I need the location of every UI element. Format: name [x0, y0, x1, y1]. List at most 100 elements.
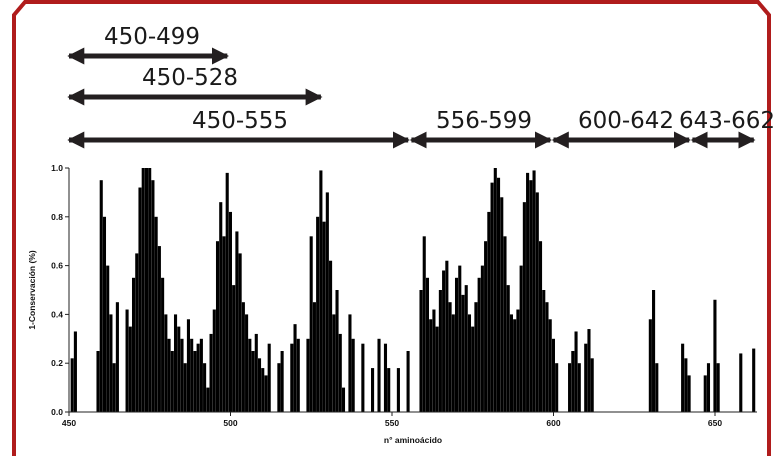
bar [348, 314, 352, 412]
bar [681, 343, 685, 412]
bar [164, 314, 168, 412]
y-axis-title: 1-Conservación (%) [27, 250, 37, 330]
bar [144, 168, 149, 412]
bar [254, 333, 258, 412]
bar [332, 314, 336, 412]
bar [432, 309, 436, 412]
bar [435, 326, 439, 412]
bar [739, 353, 743, 412]
bar [442, 270, 446, 412]
bar [248, 338, 252, 412]
y-tick-label: 0.4 [51, 309, 63, 319]
bar [419, 290, 423, 412]
bar [429, 319, 433, 412]
bar [471, 326, 475, 412]
bar [196, 343, 200, 412]
bar [309, 236, 313, 412]
bar [584, 343, 588, 412]
bar [577, 363, 581, 412]
bar [238, 253, 242, 412]
bar [387, 368, 391, 412]
bar [522, 202, 526, 412]
bar [183, 363, 187, 412]
bar [574, 331, 578, 412]
x-tick-label: 600 [546, 418, 560, 428]
bar [542, 290, 546, 412]
bar [341, 387, 346, 412]
bar [206, 387, 210, 412]
bar [548, 319, 552, 412]
bar [219, 202, 223, 412]
bar [251, 351, 255, 412]
bar [590, 358, 594, 412]
bar [684, 358, 688, 412]
bar [655, 363, 659, 412]
bar [177, 326, 181, 412]
bar [325, 192, 329, 412]
bar [484, 241, 488, 412]
bar [503, 236, 507, 412]
range-label: 556-599 [436, 108, 532, 134]
x-axis-title: n° aminoácido [384, 435, 442, 445]
bar [209, 333, 213, 412]
bar [535, 192, 539, 412]
bar [545, 302, 549, 412]
bar [377, 338, 381, 412]
bar [180, 338, 184, 412]
bar [361, 343, 365, 412]
x-tick-label: 450 [62, 418, 76, 428]
bar [687, 375, 691, 412]
bar [513, 319, 517, 412]
bar [135, 253, 139, 412]
bar [371, 368, 375, 412]
bar [322, 221, 326, 412]
bar [154, 216, 158, 412]
bar [706, 363, 711, 412]
bar [241, 302, 245, 412]
bar [199, 338, 203, 412]
bar [538, 241, 543, 412]
bar [493, 168, 497, 412]
bar [506, 285, 510, 412]
bar [193, 351, 197, 412]
bar [261, 368, 265, 412]
bar [383, 343, 388, 412]
x-ticks: 450 500 550 600 650 [62, 412, 722, 428]
bar [148, 168, 152, 412]
bar [587, 329, 591, 412]
bar [532, 170, 536, 412]
bar [652, 290, 656, 412]
bar [157, 246, 161, 412]
bar [477, 277, 481, 412]
bar [125, 309, 129, 412]
y-tick-label: 1.0 [51, 163, 63, 173]
bar [526, 172, 530, 412]
bar [529, 180, 533, 412]
conservation-chart: 0.0 0.2 0.4 0.6 0.8 1.0 450 500 550 600 650 n° am… [27, 163, 757, 445]
bar [141, 168, 145, 412]
bar [173, 314, 178, 412]
range-label: 450-528 [142, 65, 238, 91]
range-label: 450-555 [192, 108, 288, 134]
bar [264, 375, 268, 412]
bar [406, 351, 410, 412]
bar [232, 285, 236, 412]
bar [293, 324, 297, 412]
bar [306, 338, 310, 412]
bar [454, 277, 459, 412]
bar [519, 265, 523, 412]
bar [102, 216, 107, 412]
bar [106, 265, 110, 412]
bar [571, 351, 575, 412]
bar [487, 211, 491, 412]
bar [568, 363, 572, 412]
bar [186, 319, 190, 412]
bar [461, 294, 465, 412]
bar [212, 309, 216, 412]
bar [96, 351, 100, 412]
x-tick-label: 650 [708, 418, 722, 428]
bar [425, 277, 430, 412]
bar [128, 326, 132, 412]
bar [225, 172, 229, 412]
bar [161, 277, 165, 412]
